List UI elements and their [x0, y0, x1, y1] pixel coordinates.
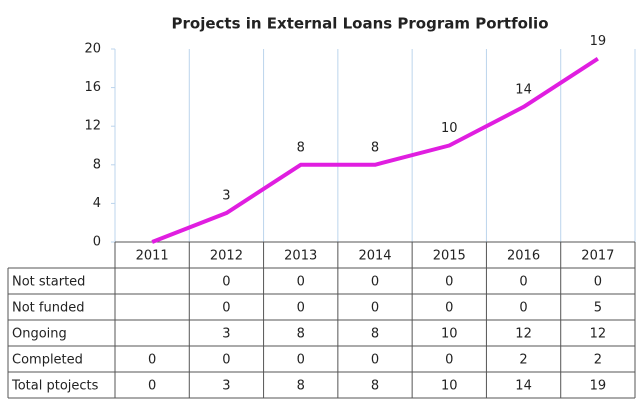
table-cell: 0: [297, 301, 305, 316]
y-tick-label: 4: [93, 196, 101, 211]
table-cell: 10: [441, 327, 458, 342]
table-cell: 0: [148, 379, 156, 394]
table-cell: 0: [519, 301, 527, 316]
row-label: Completed: [12, 353, 83, 368]
data-label: 19: [590, 34, 607, 49]
x-tick-label: 2016: [507, 249, 540, 264]
table-cell: 0: [148, 353, 156, 368]
x-tick-label: 2014: [358, 249, 391, 264]
chart-title: Projects in External Loans Program Portf…: [172, 15, 549, 33]
table-cell: 12: [590, 327, 607, 342]
x-tick-label: 2013: [284, 249, 317, 264]
row-label: Ongoing: [12, 327, 67, 342]
table-cell: 8: [371, 379, 379, 394]
data-label: 3: [222, 189, 230, 204]
y-tick-label: 16: [84, 80, 101, 95]
data-label: 8: [297, 140, 305, 155]
data-label: 14: [515, 82, 532, 97]
table-cell: 0: [371, 353, 379, 368]
table-cell: 3: [222, 379, 230, 394]
table-cell: 14: [515, 379, 532, 394]
y-tick-label: 8: [93, 157, 101, 172]
table-cell: 0: [445, 301, 453, 316]
table-cell: 0: [222, 353, 230, 368]
table-cell: 0: [297, 275, 305, 290]
x-tick-label: 2015: [433, 249, 466, 264]
table-cell: 19: [590, 379, 607, 394]
table-cell: 0: [297, 353, 305, 368]
table-cell: 12: [515, 327, 532, 342]
y-tick-label: 0: [93, 235, 101, 250]
table-cell: 0: [222, 275, 230, 290]
table-cell: 8: [297, 379, 305, 394]
table-cell: 0: [445, 275, 453, 290]
table-cell: 0: [445, 353, 453, 368]
table-cell: 2: [519, 353, 527, 368]
y-tick-label: 12: [84, 119, 101, 134]
table-cell: 8: [371, 327, 379, 342]
row-label: Total ptojects: [11, 379, 99, 394]
y-tick-label: 20: [84, 42, 101, 57]
table-cell: 8: [297, 327, 305, 342]
data-label: 8: [371, 140, 379, 155]
table-cell: 0: [519, 275, 527, 290]
line: [151, 56, 599, 244]
table-cell: 0: [371, 301, 379, 316]
data-label: 10: [441, 121, 458, 136]
row-label: Not funded: [12, 301, 84, 316]
table-cell: 5: [594, 301, 602, 316]
table-cell: 2: [594, 353, 602, 368]
table-cell: 10: [441, 379, 458, 394]
x-tick-label: 2012: [210, 249, 243, 264]
table-cell: 0: [222, 301, 230, 316]
row-label: Not started: [12, 275, 85, 290]
table-cell: 3: [222, 327, 230, 342]
table-cell: 0: [371, 275, 379, 290]
table-cell: 0: [594, 275, 602, 290]
x-tick-label: 2011: [136, 249, 169, 264]
x-tick-label: 2017: [581, 249, 614, 264]
